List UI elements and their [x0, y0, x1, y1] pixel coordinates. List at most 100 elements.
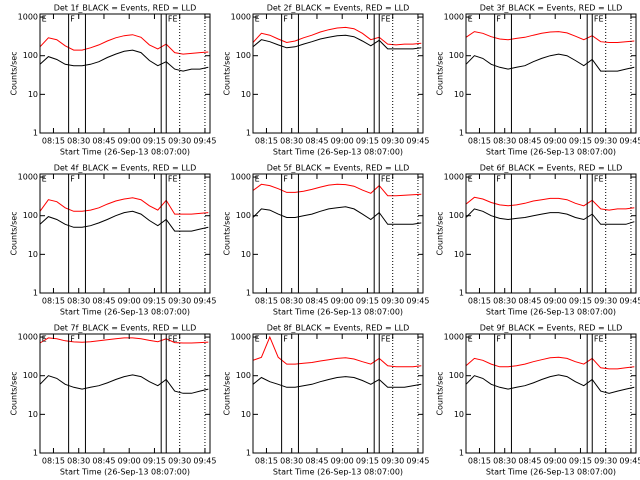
marker-label: E — [255, 15, 260, 24]
y-axis-label: Counts/sec — [10, 371, 19, 415]
x-tick-label: 09:45 — [619, 137, 640, 146]
y-tick-label: 1000 — [231, 333, 251, 342]
marker-label: F — [70, 335, 75, 344]
y-tick-label: 1 — [33, 449, 38, 458]
series-line — [465, 374, 635, 394]
y-tick-label: 1000 — [444, 13, 464, 22]
marker-label: E — [42, 175, 47, 184]
marker-label: FE — [381, 15, 391, 24]
x-tick-label: 09:30 — [594, 457, 617, 466]
chart-title: Det 4f_BLACK = Events, RED = LLD — [54, 164, 197, 173]
x-tick-label: 09:45 — [193, 137, 216, 146]
y-tick-label: 1000 — [231, 13, 251, 22]
x-tick-label: 08:15 — [42, 457, 65, 466]
y-tick-label: 10 — [28, 90, 38, 99]
series-line — [465, 356, 635, 370]
y-tick-label: 10 — [28, 410, 38, 419]
x-tick-label: 08:15 — [42, 297, 65, 306]
x-tick-label: 09:00 — [544, 137, 567, 146]
y-axis-label: Counts/sec — [223, 51, 232, 95]
y-tick-label: 1000 — [18, 173, 38, 182]
y-axis-label: Counts/sec — [223, 371, 232, 415]
x-tick-label: 08:30 — [493, 297, 516, 306]
y-tick-label: 1 — [33, 289, 38, 298]
y-tick-label: 1000 — [444, 333, 464, 342]
y-tick-label: 100 — [23, 51, 38, 60]
y-tick-label: 1 — [246, 289, 251, 298]
y-axis-label: Counts/sec — [223, 211, 232, 255]
y-tick-label: 100 — [236, 211, 251, 220]
x-axis-label: Start Time (26-Sep-13 08:07:00) — [486, 308, 616, 317]
x-tick-label: 09:00 — [544, 297, 567, 306]
y-tick-label: 1 — [459, 289, 464, 298]
y-tick-label: 1000 — [18, 333, 38, 342]
x-tick-label: 09:00 — [331, 457, 354, 466]
y-tick-label: 10 — [28, 250, 38, 259]
y-tick-label: 100 — [449, 371, 464, 380]
chart-title: Det 9f_BLACK = Events, RED = LLD — [480, 324, 623, 333]
x-tick-label: 09:15 — [143, 457, 166, 466]
x-tick-label: 09:00 — [118, 297, 141, 306]
y-tick-label: 100 — [23, 371, 38, 380]
marker-label: FE — [168, 15, 178, 24]
x-tick-label: 09:30 — [168, 137, 191, 146]
x-tick-label: 09:15 — [356, 297, 379, 306]
x-tick-label: 09:15 — [356, 457, 379, 466]
plot-frame — [252, 13, 424, 134]
x-tick-label: 09:15 — [569, 137, 592, 146]
x-axis-label: Start Time (26-Sep-13 08:07:00) — [60, 468, 190, 477]
series-line — [252, 206, 422, 225]
y-tick-label: 10 — [241, 90, 251, 99]
x-tick-label: 08:30 — [67, 297, 90, 306]
marker-label: F — [283, 335, 288, 344]
x-tick-label: 08:30 — [280, 457, 303, 466]
series-line — [465, 196, 635, 211]
marker-label: E — [42, 15, 47, 24]
series-line — [39, 197, 209, 215]
series-line — [465, 31, 635, 43]
y-tick-label: 1 — [246, 449, 251, 458]
x-tick-label: 09:15 — [569, 297, 592, 306]
y-tick-label: 1 — [33, 129, 38, 138]
series-line — [465, 208, 635, 225]
y-tick-label: 1 — [459, 129, 464, 138]
x-tick-label: 09:15 — [143, 297, 166, 306]
series-line — [39, 34, 209, 55]
series-line — [252, 335, 422, 368]
x-tick-label: 08:30 — [280, 297, 303, 306]
x-tick-label: 09:30 — [381, 457, 404, 466]
x-axis-label: Start Time (26-Sep-13 08:07:00) — [486, 148, 616, 157]
x-axis-label: Start Time (26-Sep-13 08:07:00) — [273, 468, 403, 477]
plot-frame — [39, 173, 211, 294]
marker-label: FE — [594, 15, 604, 24]
x-axis-label: Start Time (26-Sep-13 08:07:00) — [273, 308, 403, 317]
x-tick-label: 08:45 — [305, 137, 328, 146]
marker-label: F — [496, 15, 501, 24]
marker-label: FE — [381, 175, 391, 184]
x-tick-label: 09:45 — [406, 457, 429, 466]
x-tick-label: 08:15 — [468, 137, 491, 146]
x-tick-label: 08:45 — [92, 137, 115, 146]
x-tick-label: 08:15 — [468, 297, 491, 306]
x-tick-label: 09:30 — [381, 137, 404, 146]
y-axis-label: Counts/sec — [436, 371, 445, 415]
chart-title: Det 8f_BLACK = Events, RED = LLD — [267, 324, 410, 333]
x-tick-label: 08:15 — [468, 457, 491, 466]
chart-title: Det 7f_BLACK = Events, RED = LLD — [54, 324, 197, 333]
plot-frame — [465, 173, 637, 294]
x-tick-label: 08:30 — [280, 137, 303, 146]
y-tick-label: 1 — [459, 449, 464, 458]
x-tick-label: 08:45 — [92, 297, 115, 306]
marker-label: E — [42, 335, 47, 344]
x-tick-label: 08:45 — [518, 297, 541, 306]
x-tick-label: 09:15 — [143, 137, 166, 146]
series-line — [39, 210, 209, 232]
y-tick-label: 100 — [236, 371, 251, 380]
x-tick-label: 08:30 — [67, 457, 90, 466]
x-tick-label: 09:30 — [594, 297, 617, 306]
x-axis-label: Start Time (26-Sep-13 08:07:00) — [486, 468, 616, 477]
y-tick-label: 10 — [241, 250, 251, 259]
y-tick-label: 1 — [246, 129, 251, 138]
marker-label: FE — [168, 175, 178, 184]
x-tick-label: 08:15 — [255, 457, 278, 466]
